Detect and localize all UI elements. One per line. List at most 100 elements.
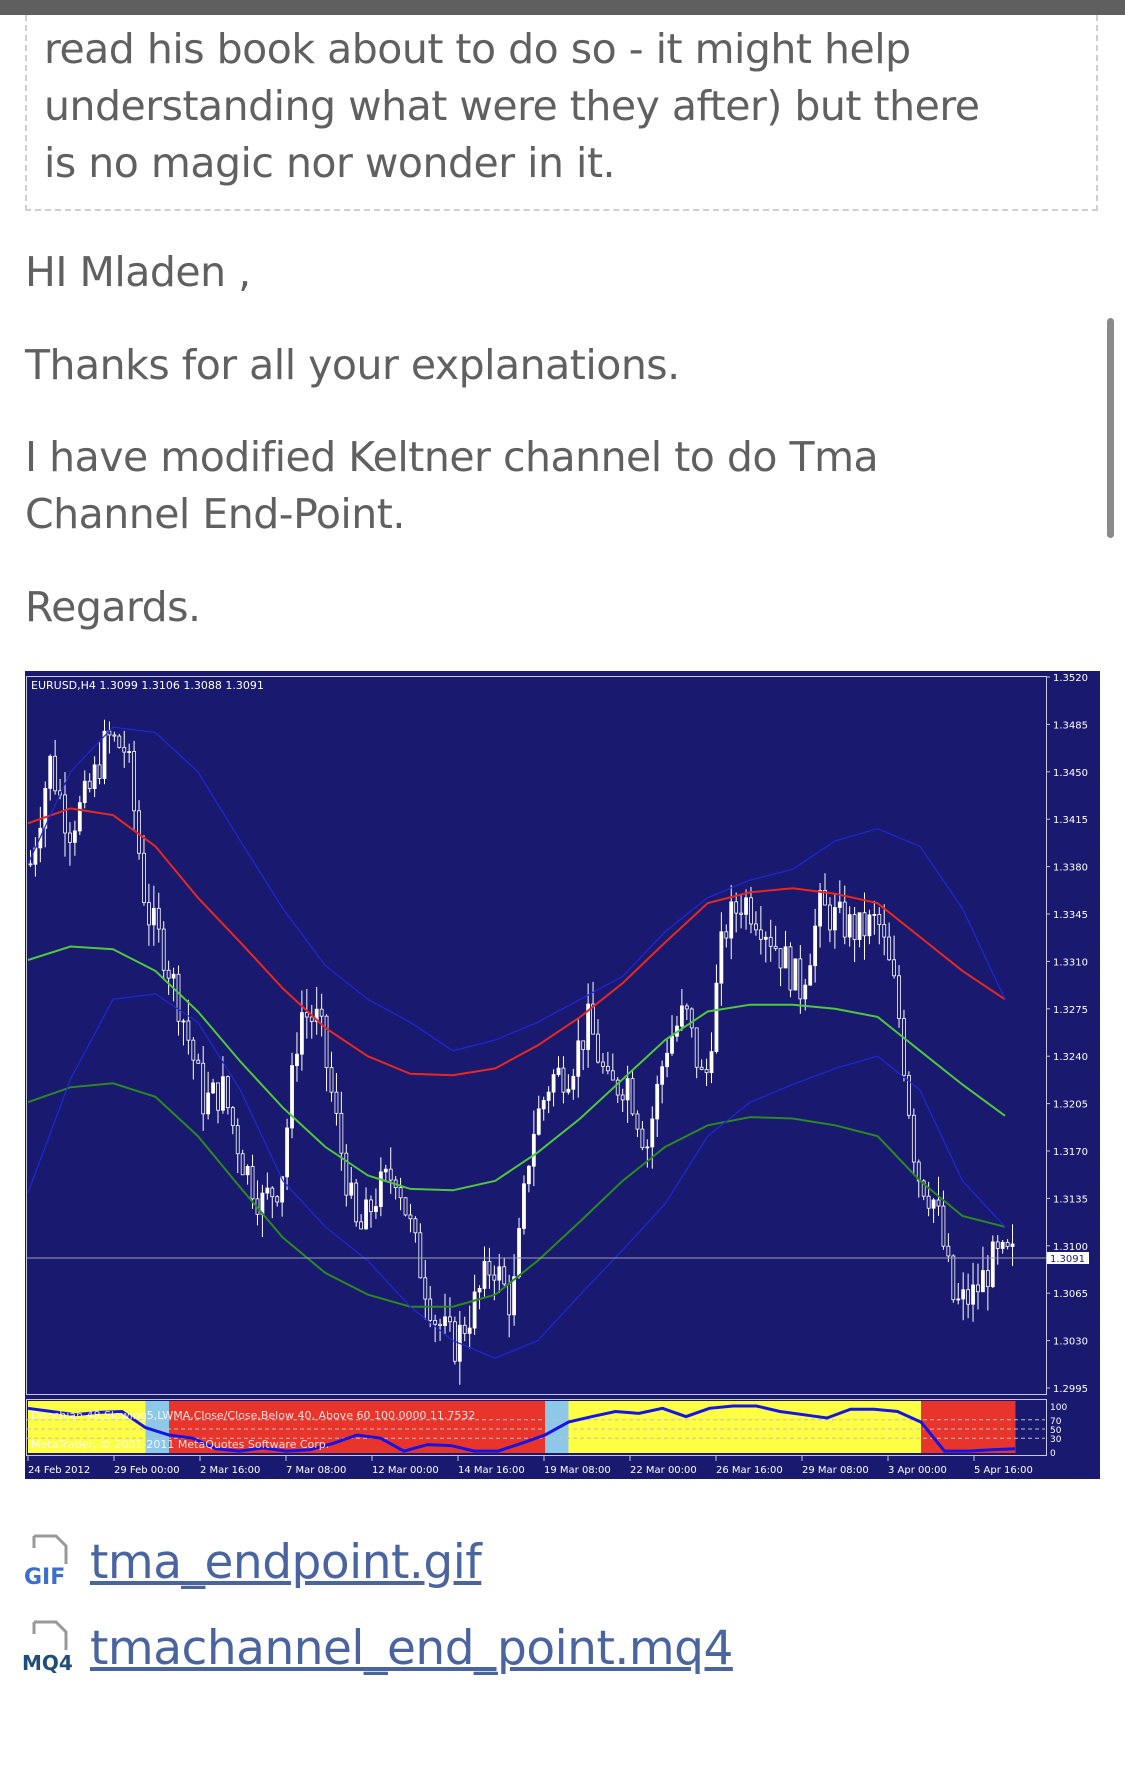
oscillator-zone	[216, 1401, 240, 1453]
gif-file-icon: GIF	[22, 1534, 74, 1590]
candle-body	[847, 914, 852, 938]
candle-body	[102, 730, 107, 779]
candle-body	[902, 1018, 906, 1076]
candle-body	[240, 1153, 245, 1176]
candle-body	[369, 1199, 373, 1213]
x-tick-label: 24 Feb 2012	[28, 1465, 90, 1476]
candle-body	[201, 1062, 206, 1115]
candle-body	[689, 1008, 694, 1029]
candle-body	[620, 1094, 625, 1101]
candle-body	[265, 1187, 270, 1194]
candle-body	[985, 1270, 990, 1288]
y-tick-label: 1.2995	[1053, 1384, 1088, 1395]
candle-body	[482, 1260, 487, 1289]
candle-body	[758, 929, 763, 940]
candle-body	[581, 1040, 586, 1050]
candle-body	[112, 734, 117, 737]
attachment-mq4[interactable]: MQ4 tmachannel_end_point.mq4	[22, 1618, 733, 1678]
candle-body	[225, 1076, 230, 1109]
candle-body	[892, 959, 896, 977]
candle-body	[650, 1118, 655, 1148]
mq4-file-icon: MQ4	[22, 1620, 74, 1676]
oscillator-zone	[897, 1401, 922, 1453]
candle-body	[329, 1067, 334, 1093]
osc-tick-label: 70	[1050, 1417, 1062, 1427]
candle-body	[630, 1078, 635, 1115]
candle-body	[813, 925, 818, 967]
candle-body	[211, 1082, 215, 1094]
candle-body	[418, 1232, 423, 1279]
candle-body	[531, 1133, 536, 1167]
attachment-link-mq4[interactable]: tmachannel_end_point.mq4	[90, 1620, 733, 1676]
x-tick-label: 2 Mar 16:00	[200, 1465, 260, 1476]
candle-body	[645, 1146, 650, 1149]
candle-body	[660, 1066, 665, 1085]
candle-body	[857, 912, 862, 940]
candle-body	[280, 1176, 285, 1203]
candle-body	[176, 973, 181, 1022]
x-tick-label: 12 Mar 00:00	[372, 1465, 439, 1476]
candle-body	[921, 1180, 926, 1197]
candle-body	[512, 1276, 516, 1316]
candle-body	[946, 1245, 951, 1257]
candle-body	[319, 1008, 324, 1017]
y-tick-label: 1.3380	[1053, 863, 1088, 874]
oscillator-zone	[333, 1401, 358, 1453]
quote-line: understanding what were they after) but …	[44, 82, 980, 130]
candle-body	[423, 1277, 428, 1300]
candle-body	[803, 984, 808, 1000]
oscillator-zone	[568, 1401, 593, 1453]
candle-body	[739, 912, 744, 915]
candle-body	[304, 1012, 309, 1018]
candle-body	[990, 1241, 995, 1288]
candle-body	[334, 1091, 339, 1114]
candle-body	[235, 1125, 240, 1155]
candle-body	[309, 1016, 314, 1022]
candle-body	[709, 1051, 714, 1074]
candle-body	[68, 832, 72, 843]
price-chart-image: EURUSD,H4 1.3099 1.3106 1.3088 1.3091 Do…	[25, 671, 1100, 1479]
candle-body	[951, 1255, 956, 1301]
y-tick-label: 1.3520	[1053, 673, 1088, 684]
candle-body	[161, 928, 166, 971]
candle-body	[601, 1061, 605, 1067]
candle-body	[151, 907, 156, 926]
candle-body	[971, 1284, 975, 1305]
candle-body	[956, 1298, 961, 1301]
osc-tick-label: 0	[1050, 1449, 1056, 1459]
oscillator-zone	[145, 1401, 170, 1453]
oscillator-zone	[286, 1401, 311, 1453]
candle-body	[793, 958, 798, 991]
oscillator-zone	[968, 1401, 992, 1453]
osc-tick-label: 50	[1050, 1426, 1062, 1436]
candle-body	[522, 1183, 526, 1229]
candle-body	[43, 787, 48, 829]
scrollbar-thumb[interactable]	[1107, 318, 1114, 538]
candle-body	[754, 923, 758, 931]
candle-body	[852, 914, 857, 940]
y-tick-label: 1.3310	[1053, 957, 1088, 968]
candle-body	[670, 1035, 674, 1054]
candle-body	[97, 764, 102, 779]
candle-body	[936, 1199, 941, 1207]
candle-body	[778, 948, 783, 969]
oscillator-zone	[239, 1401, 264, 1453]
candle-body	[487, 1260, 492, 1276]
oscillator-zone	[98, 1401, 123, 1453]
oscillator-label: Donchian 48,Slowing5,LWMA,Close/Close,Be…	[31, 1409, 475, 1422]
candle-body	[378, 1171, 383, 1207]
candle-body	[729, 901, 734, 939]
candle-body	[364, 1199, 368, 1230]
candle-body	[87, 780, 92, 790]
candle-body	[408, 1214, 413, 1220]
x-tick-label: 3 Apr 00:00	[888, 1465, 947, 1476]
x-tick-label: 14 Mar 16:00	[458, 1465, 525, 1476]
attachment-gif[interactable]: GIF tma_endpoint.gif	[22, 1532, 482, 1592]
oscillator-zone	[615, 1401, 640, 1453]
oscillator-zone	[451, 1401, 475, 1453]
candle-body	[882, 924, 887, 938]
candle-body	[744, 897, 748, 915]
y-tick-label: 1.3415	[1053, 815, 1088, 826]
candle-body	[142, 852, 146, 903]
attachment-link-gif[interactable]: tma_endpoint.gif	[90, 1534, 482, 1590]
